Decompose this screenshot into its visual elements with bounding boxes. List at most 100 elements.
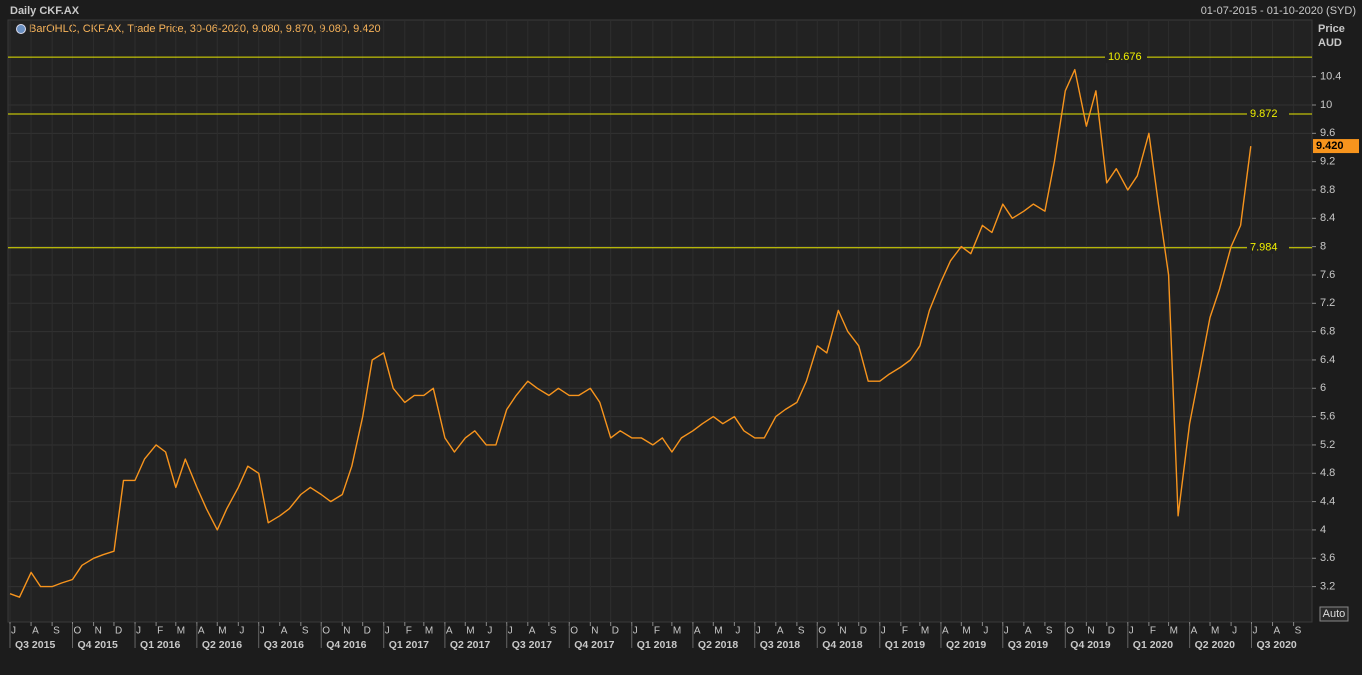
x-tick-label: A — [446, 626, 453, 637]
x-tick-label: F — [157, 626, 163, 637]
x-tick-label: A — [777, 626, 784, 637]
x-tick-label: O — [74, 626, 82, 637]
x-tick-label: S — [1046, 626, 1053, 637]
chart-title: Daily CKF.AX — [10, 5, 80, 17]
y-tick-label: 7.6 — [1320, 269, 1335, 281]
x-tick-label: A — [32, 626, 39, 637]
x-tick-label: N — [1087, 626, 1094, 637]
level-label-bg — [1247, 240, 1289, 254]
quarter-label: Q4 2017 — [574, 639, 614, 651]
x-tick-label: O — [322, 626, 330, 637]
legend: BarOHLC, CKF.AX, Trade Price, 30-06-2020… — [29, 23, 381, 35]
y-tick-label: 10 — [1320, 99, 1332, 111]
quarter-label: Q1 2018 — [637, 639, 677, 651]
quarter-label: Q3 2017 — [512, 639, 552, 651]
x-tick-label: J — [881, 626, 886, 637]
x-tick-label: M — [962, 626, 970, 637]
x-tick-label: O — [818, 626, 826, 637]
x-tick-label: M — [673, 626, 681, 637]
x-tick-label: M — [714, 626, 722, 637]
x-tick-label: F — [902, 626, 908, 637]
quarter-label: Q1 2017 — [389, 639, 429, 651]
x-tick-label: A — [198, 626, 205, 637]
quarter-label: Q3 2020 — [1256, 639, 1296, 651]
x-tick-label: D — [364, 626, 371, 637]
y-tick-label: 8.4 — [1320, 212, 1335, 224]
x-tick-label: S — [1295, 626, 1302, 637]
price-line — [9, 68, 1252, 598]
quarter-label: Q3 2019 — [1008, 639, 1048, 651]
x-tick-label: A — [281, 626, 288, 637]
x-tick-label: S — [53, 626, 60, 637]
x-tick-label: D — [860, 626, 867, 637]
x-tick-label: A — [529, 626, 536, 637]
y-tick-label: 6 — [1320, 382, 1326, 394]
x-tick-label: M — [425, 626, 433, 637]
auto-button-label[interactable]: Auto — [1323, 608, 1346, 620]
x-tick-label: N — [95, 626, 102, 637]
x-tick-label: D — [1108, 626, 1115, 637]
level-label: 9.872 — [1250, 108, 1278, 120]
y-tick-label: 5.2 — [1320, 439, 1335, 451]
x-tick-label: F — [654, 626, 660, 637]
x-tick-label: M — [218, 626, 226, 637]
y-tick-label: 10.4 — [1320, 71, 1341, 83]
y-tick-label: 8 — [1320, 241, 1326, 253]
x-tick-label: J — [1004, 626, 1009, 637]
plot-area — [7, 19, 1313, 623]
x-tick-label: A — [1191, 626, 1198, 637]
quarter-label: Q1 2019 — [885, 639, 925, 651]
x-tick-label: J — [260, 626, 265, 637]
quarter-label: Q3 2016 — [264, 639, 304, 651]
legend-icon — [16, 24, 26, 34]
date-range: 01-07-2015 - 01-10-2020 (SYD) — [1201, 5, 1356, 17]
auto-button[interactable] — [1319, 606, 1349, 622]
level-label-bg — [1105, 50, 1147, 64]
last-price-label: 9.420 — [1316, 140, 1344, 152]
quarter-label: Q4 2019 — [1070, 639, 1110, 651]
quarter-label: Q2 2019 — [946, 639, 986, 651]
x-tick-label: J — [385, 626, 390, 637]
x-tick-label: S — [798, 626, 805, 637]
y-axis-label: Price — [1318, 23, 1345, 35]
y-tick-label: 6.4 — [1320, 354, 1335, 366]
quarter-label: Q2 2020 — [1195, 639, 1235, 651]
x-tick-label: J — [735, 626, 740, 637]
x-tick-label: J — [633, 626, 638, 637]
x-tick-label: A — [942, 626, 949, 637]
quarter-label: Q4 2015 — [78, 639, 118, 651]
level-label-bg — [1247, 107, 1289, 121]
y-tick-label: 9.6 — [1320, 127, 1335, 139]
x-tick-label: N — [591, 626, 598, 637]
x-tick-label: O — [1066, 626, 1074, 637]
x-tick-label: M — [921, 626, 929, 637]
quarter-label: Q3 2015 — [15, 639, 55, 651]
x-tick-label: M — [466, 626, 474, 637]
x-tick-label: M — [1170, 626, 1178, 637]
x-tick-label: A — [694, 626, 701, 637]
x-tick-label: J — [983, 626, 988, 637]
y-tick-label: 4.8 — [1320, 467, 1335, 479]
x-tick-label: F — [1150, 626, 1156, 637]
x-tick-label: A — [1274, 626, 1281, 637]
y-tick-label: 3.6 — [1320, 552, 1335, 564]
x-tick-label: N — [343, 626, 350, 637]
x-tick-label: J — [508, 626, 513, 637]
y-tick-label: 6.8 — [1320, 326, 1335, 338]
x-tick-label: D — [115, 626, 122, 637]
y-tick-label: 4 — [1320, 524, 1326, 536]
y-tick-label: 3.2 — [1320, 580, 1335, 592]
level-label: 7.984 — [1250, 242, 1278, 254]
x-tick-label: J — [1232, 626, 1237, 637]
y-tick-label: 7.2 — [1320, 297, 1335, 309]
x-tick-label: J — [239, 626, 244, 637]
x-tick-label: N — [839, 626, 846, 637]
x-tick-label: M — [1211, 626, 1219, 637]
quarter-label: Q1 2020 — [1133, 639, 1173, 651]
x-tick-label: S — [302, 626, 309, 637]
last-price-tag — [1313, 139, 1359, 154]
quarter-label: Q4 2016 — [326, 639, 366, 651]
quarter-label: Q2 2018 — [698, 639, 738, 651]
